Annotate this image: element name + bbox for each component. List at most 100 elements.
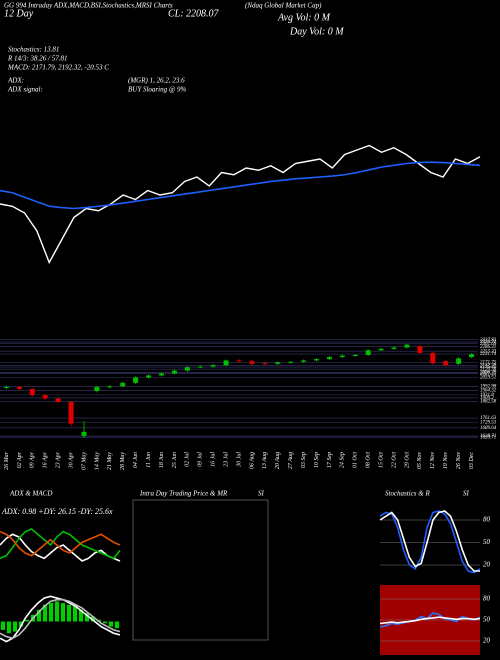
y-tick-label: 80 [483,595,491,603]
candle-body [288,361,294,363]
x-tick-label: 16 Apr [43,451,49,468]
y-tick-label: 1964.32 [480,389,497,394]
candle-body [430,352,436,364]
candle-body [262,363,268,365]
series-line [0,528,121,560]
x-tick-label: 02 Apr [17,451,23,468]
y-tick-label: 2096.79 [480,371,497,376]
series-line [0,595,121,643]
candle-body [171,370,177,374]
avg-vol: Avg Vol: 0 M [277,12,331,23]
x-tick-label: 15 Oct [378,452,384,468]
stochastics: Stochastics: 13.81 [8,46,59,54]
x-tick-label: 29 Oct [404,452,410,468]
candle-body [275,362,281,364]
x-tick-label: 06 Aug [249,452,255,469]
candle-body [158,373,164,376]
candle-body [3,386,9,388]
y-tick-label: 2087.45 [480,372,497,377]
x-tick-label: 16 Jul [211,452,217,467]
candle-body [236,360,242,362]
x-tick-label: 08 Oct [366,452,372,468]
histogram-bar [6,621,12,634]
series-line [379,510,481,574]
candle-body [81,431,87,436]
y-tick-label: 20 [483,637,491,645]
histogram-bar [42,604,48,622]
y-tick-label: 2136.32 [480,365,497,370]
panel-label: ADX: 0.98 +DY: 26.15 -DY: 25.6x [1,507,113,516]
candle-body [469,354,475,358]
y-tick-label: 1761.63 [480,416,497,421]
y-tick-label: 20 [483,561,491,569]
candle-body [314,359,320,361]
candle-body [146,375,152,378]
x-tick-label: 26 Nov [456,452,462,470]
x-tick-label: 30 Apr [68,451,74,469]
x-tick-label: 21 May [107,452,113,470]
y-tick-label: 2147.28 [480,364,497,369]
x-tick-label: 17 Sep [327,452,333,468]
panel-title: Stochastics & R [385,490,430,498]
x-tick-label: 23 Jul [223,452,229,467]
candle-body [29,389,35,396]
panel-frame [132,499,269,641]
histogram-bar [90,616,96,622]
y-tick-label: 1909.2 [480,396,494,401]
series-line [379,612,481,628]
candle-body [339,355,345,358]
y-tick-label: 1882.58 [480,400,497,405]
x-tick-label: 26 Mar [4,451,10,469]
x-tick-label: 05 Nov [417,452,423,470]
candle-body [301,360,307,362]
y-tick-label: 50 [483,616,491,624]
y-tick-label: 1628.71 [480,434,496,439]
candle-body [184,367,190,371]
y-tick-label: 1620.71 [480,435,496,440]
y-tick-label: 2337.83 [480,338,497,343]
adx-label: ADX: [7,77,24,85]
candle-body [365,350,371,355]
histogram-bar [84,613,90,622]
candle-body [378,348,384,351]
x-tick-label: 18 Jun [159,452,165,468]
day-line: 12 Day [4,8,34,19]
y-tick-label: 2253.23 [480,349,497,354]
panel-title: SI [258,490,265,498]
day-vol: Day Vol: 0 M [289,26,344,37]
x-tick-label: 14 May [93,452,100,470]
x-tick-label: 11 Jun [146,452,152,468]
candle-body [417,346,423,353]
histogram-bar [108,621,114,627]
panel-title: ADX & MACD [9,490,52,498]
candle-body [352,355,358,356]
series-line [0,144,481,265]
adx-value: (MGR) 1, 26.2, 23.6 [128,77,185,85]
candle-body [68,401,74,424]
x-tick-label: 19 Nov [443,452,449,470]
y-tick-label: 1729.53 [480,421,497,426]
series-line [379,510,480,572]
histogram-bar [12,621,18,632]
series-line [0,530,121,557]
candle-body [94,386,100,392]
x-tick-label: 09 Apr [30,451,36,468]
candle-body [42,395,48,399]
title: (Ndaq Global Market Cap) [245,2,322,10]
histogram-bar [18,621,24,627]
histogram-bar [78,609,84,622]
candle-body [133,377,139,383]
x-tick-label: 03 Sep [301,452,307,468]
adx-signal: BUY Sloaring @ 9% [128,86,187,94]
candle-body [391,347,397,349]
x-tick-label: 03 Dec [469,452,475,469]
x-tick-label: 28 May [120,452,126,470]
y-tick-label: 1689.64 [480,426,497,431]
histogram-bar [114,621,120,629]
x-tick-label: 20 Aug [275,452,281,469]
x-tick-label: 30 Jul [236,452,242,468]
macd: MACD: 2171.79, 2192.32, -20.53 C [7,64,109,72]
x-tick-label: 24 Sep [339,452,346,468]
series-line [379,616,481,625]
